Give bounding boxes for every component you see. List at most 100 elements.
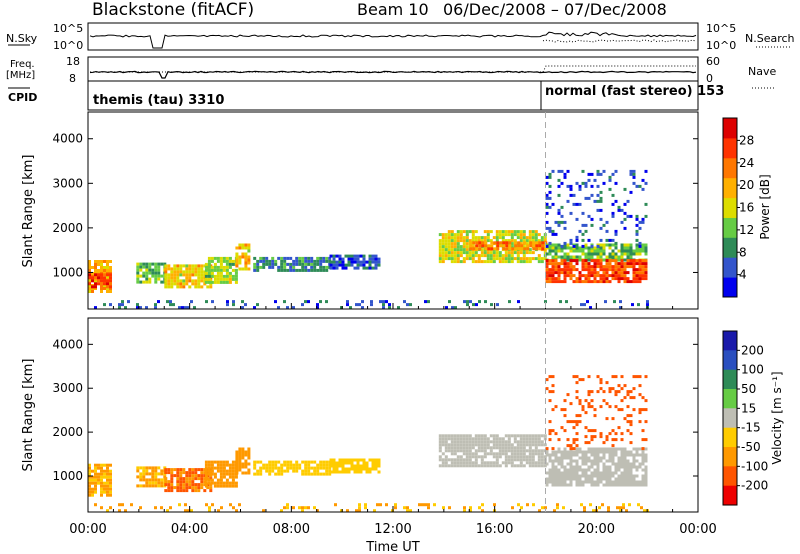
- power-cell: [508, 244, 512, 248]
- power-cell: [197, 285, 201, 289]
- velocity-cell: [191, 489, 195, 493]
- power-cell: [244, 303, 247, 307]
- power-cell: [480, 248, 484, 252]
- power-cell: [641, 262, 645, 266]
- power-cell: [247, 243, 251, 247]
- power-cell: [164, 267, 168, 271]
- power-cell: [142, 262, 146, 266]
- power-y-tick-label: 1000: [52, 265, 83, 279]
- velocity-cell: [456, 434, 460, 438]
- power-cell: [142, 265, 146, 269]
- velocity-cell: [295, 463, 299, 467]
- nsearch-label: N.Search: [745, 32, 795, 45]
- velocity-cell: [644, 408, 648, 412]
- power-cell: [502, 247, 506, 251]
- velocity-cell: [109, 484, 112, 488]
- power-cell: [94, 282, 97, 286]
- velocity-cell: [608, 471, 612, 475]
- power-cell: [194, 270, 198, 274]
- velocity-cell: [304, 469, 308, 473]
- power-cell: [644, 265, 648, 269]
- power-cell: [596, 184, 600, 188]
- power-cell: [617, 205, 621, 209]
- power-cell: [608, 178, 612, 182]
- velocity-cell: [641, 447, 645, 451]
- power-cell: [495, 251, 499, 255]
- power-cell: [103, 287, 106, 290]
- power-cell: [590, 217, 594, 221]
- velocity-cell: [540, 461, 544, 465]
- velocity-cell: [578, 480, 582, 484]
- power-cell: [301, 256, 305, 260]
- power-cell: [213, 277, 217, 281]
- power-colorbar-swatch: [723, 257, 737, 278]
- power-cell: [563, 243, 567, 247]
- velocity-cell: [94, 475, 97, 479]
- power-cell: [301, 303, 304, 307]
- velocity-cell: [365, 467, 369, 471]
- power-cell: [563, 268, 567, 272]
- velocity-cell: [501, 443, 505, 447]
- power-cell: [109, 279, 112, 283]
- power-cell: [523, 241, 527, 245]
- power-cell: [465, 254, 469, 258]
- velocity-y-tick-label: 3000: [52, 381, 83, 395]
- velocity-cell: [91, 487, 94, 491]
- power-cell: [207, 274, 211, 278]
- power-cell: [468, 239, 472, 243]
- velocity-cell: [548, 471, 552, 475]
- velocity-cell: [91, 481, 94, 485]
- velocity-cell: [605, 435, 609, 439]
- velocity-cell: [566, 438, 570, 442]
- power-cell: [486, 239, 490, 243]
- power-cell: [197, 267, 201, 271]
- power-cell: [142, 274, 146, 278]
- velocity-cell: [453, 461, 457, 465]
- velocity-cell: [510, 443, 514, 447]
- velocity-cell: [617, 384, 621, 388]
- velocity-cell: [581, 468, 585, 472]
- velocity-cell: [353, 464, 357, 468]
- velocity-cell: [614, 447, 618, 451]
- power-cell: [462, 242, 466, 246]
- power-cell: [441, 257, 445, 261]
- velocity-cell: [578, 447, 582, 451]
- power-cell: [234, 277, 238, 281]
- velocity-cell: [204, 460, 208, 464]
- power-cell: [602, 246, 606, 250]
- power-cell: [644, 268, 648, 272]
- velocity-cell: [504, 461, 508, 465]
- velocity-cell: [556, 503, 559, 507]
- velocity-cell: [498, 449, 502, 453]
- velocity-cell: [510, 464, 514, 468]
- power-cell: [563, 259, 567, 263]
- velocity-cell: [106, 463, 109, 467]
- power-cell: [644, 246, 648, 250]
- velocity-cell: [238, 447, 242, 451]
- velocity-cell: [465, 443, 469, 447]
- power-cell: [611, 274, 615, 278]
- velocity-cell: [350, 458, 354, 462]
- velocity-cell: [575, 477, 579, 481]
- power-cell: [94, 287, 97, 290]
- power-cell: [599, 196, 603, 200]
- power-cell: [557, 271, 561, 275]
- velocity-cell: [519, 464, 523, 468]
- power-cell: [584, 243, 588, 247]
- velocity-cell: [374, 467, 378, 471]
- power-cell: [388, 306, 391, 310]
- velocity-cell: [103, 463, 106, 467]
- velocity-cell: [197, 468, 201, 472]
- power-cell: [136, 280, 140, 284]
- velocity-cell: [164, 480, 168, 484]
- power-cell: [532, 244, 536, 248]
- power-cell: [325, 268, 329, 272]
- power-cell: [513, 239, 517, 243]
- power-cell: [513, 257, 517, 261]
- power-cell: [557, 265, 561, 269]
- power-cell: [235, 258, 239, 262]
- velocity-cell: [569, 477, 573, 481]
- power-cell: [638, 241, 642, 245]
- velocity-cell: [100, 506, 103, 510]
- velocity-cell: [563, 471, 567, 475]
